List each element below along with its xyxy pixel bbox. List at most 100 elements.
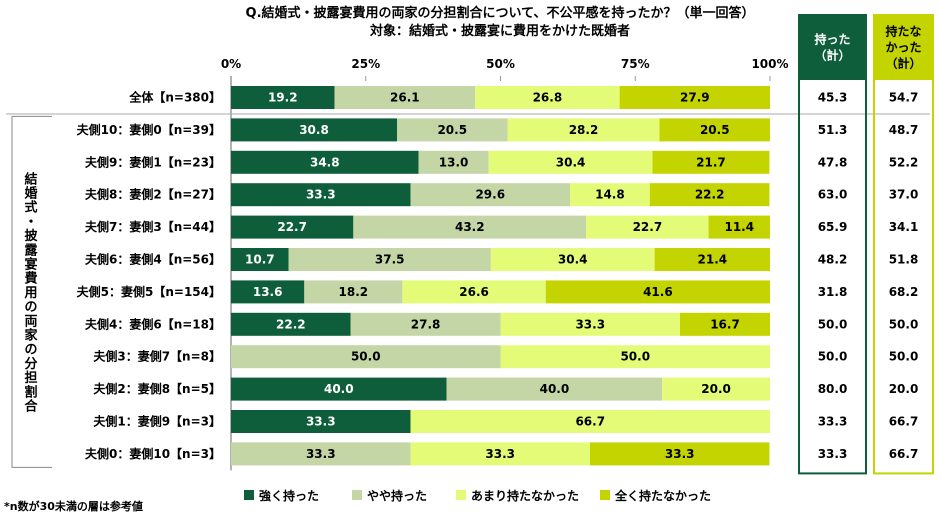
summary-value: 50.0 — [818, 317, 848, 331]
summary-value: 45.3 — [818, 91, 848, 105]
summary-value: 20.0 — [889, 382, 919, 396]
bar-segment — [350, 312, 501, 336]
side-label-char: 披 — [24, 228, 38, 244]
bar-segment — [334, 86, 476, 109]
summary-value: 47.8 — [818, 155, 848, 169]
chart-title: Q.結婚式・披露宴費用の両家の分担割合について、不公平感を持ったか？（単一回答） — [246, 5, 755, 21]
side-label-char: の — [24, 343, 37, 358]
data-label: 33.3 — [665, 447, 695, 461]
summary-value: 31.8 — [818, 285, 848, 299]
bar-segment — [288, 248, 491, 271]
x-tick-label: 0% — [221, 57, 241, 71]
bar-segment — [231, 280, 305, 304]
summary-value: 34.1 — [889, 220, 919, 234]
bar-segment — [446, 377, 663, 401]
summary-value: 37.0 — [889, 188, 919, 202]
bar-segment — [500, 345, 770, 369]
chart-subtitle: 対象：結婚式・披露宴に費用をかけた既婚者 — [369, 23, 630, 39]
bar-segment — [410, 183, 571, 207]
data-label: 26.6 — [459, 285, 489, 299]
bar-segment — [231, 215, 354, 239]
summary-header-text: （計） — [814, 48, 850, 63]
side-label-char: 露 — [24, 243, 38, 258]
category-label: 夫側4：妻側6【n=18】 — [84, 316, 221, 331]
x-tick-label: 100% — [751, 57, 788, 71]
data-label: 28.2 — [569, 123, 599, 137]
summary-value: 50.0 — [818, 350, 848, 364]
bar-segment — [507, 118, 660, 142]
bar-segment — [231, 150, 419, 174]
data-label: 22.7 — [277, 220, 307, 234]
bar-segment — [619, 86, 770, 109]
data-label: 11.4 — [724, 220, 754, 234]
summary-value: 54.7 — [889, 91, 919, 105]
data-label: 16.7 — [710, 317, 740, 331]
bar-segment — [410, 442, 590, 466]
data-label: 13.0 — [439, 155, 469, 169]
legend-label: あまり持たなかった — [471, 488, 579, 503]
data-label: 14.8 — [595, 188, 625, 202]
side-label-char: 担 — [24, 370, 37, 386]
side-label-char: 割 — [24, 384, 37, 400]
category-label: 夫側10：妻側0【n=39】 — [76, 122, 221, 137]
summary-header-text: 持たな — [885, 24, 921, 39]
legend-swatch — [352, 490, 362, 500]
bar-segment — [231, 410, 411, 433]
bar-segment — [231, 312, 351, 336]
summary-header-text: 持った — [814, 32, 850, 47]
summary-header-bg — [874, 15, 933, 80]
x-tick-label: 25% — [351, 57, 380, 71]
summary-value: 65.9 — [818, 220, 848, 234]
summary-header-text: かった — [885, 41, 921, 55]
summary-value: 51.8 — [889, 253, 919, 267]
bar-segment — [397, 118, 508, 142]
data-label: 20.5 — [437, 123, 467, 137]
bar-segment — [418, 150, 489, 174]
bar-segment — [402, 280, 546, 304]
bar-segment — [231, 183, 411, 207]
x-tick-label: 50% — [486, 57, 515, 71]
bar-segment — [410, 410, 770, 433]
legend-label: やや持った — [367, 488, 427, 503]
footnote: *n数が30未満の層は参考値 — [4, 499, 143, 513]
data-label: 22.7 — [633, 220, 663, 234]
summary-value: 33.3 — [818, 447, 848, 461]
side-label-char: 宴 — [24, 257, 37, 273]
bar-segment — [652, 150, 770, 174]
legend-label: 全く持たなかった — [614, 488, 711, 503]
data-label: 13.6 — [253, 285, 283, 299]
category-label: 夫側0：妻側10【n=3】 — [84, 446, 221, 461]
data-label: 26.8 — [533, 91, 563, 105]
side-bracket — [11, 115, 52, 468]
bar-segment — [659, 118, 770, 142]
category-label: 夫側1：妻側9【n=3】 — [92, 414, 221, 429]
data-label: 22.2 — [695, 188, 725, 202]
summary-column-border — [798, 14, 867, 475]
data-label: 21.7 — [696, 155, 726, 169]
bar-segment — [353, 215, 587, 239]
side-label-char: 結 — [24, 171, 37, 187]
data-label: 18.2 — [339, 285, 369, 299]
category-label: 夫側7：妻側3【n=44】 — [84, 219, 221, 234]
side-label-char: ・ — [24, 215, 37, 230]
summary-value: 68.2 — [889, 285, 919, 299]
data-label: 40.0 — [540, 382, 570, 396]
summary-value: 80.0 — [818, 382, 848, 396]
data-label: 20.5 — [700, 123, 730, 137]
bar-segment — [545, 280, 770, 304]
summary-value: 66.7 — [889, 447, 919, 461]
data-label: 33.3 — [306, 415, 336, 429]
data-label: 22.2 — [276, 317, 306, 331]
bar-segment — [500, 312, 680, 336]
data-label: 40.0 — [324, 382, 354, 396]
category-label: 夫側3：妻側7【n=8】 — [92, 349, 221, 364]
bar-segment — [231, 345, 501, 369]
side-label-char: 両 — [24, 314, 37, 329]
data-label: 10.7 — [245, 253, 275, 267]
summary-header-text: （計） — [885, 56, 921, 71]
summary-value: 51.3 — [818, 123, 848, 137]
data-label: 33.3 — [575, 317, 605, 331]
data-label: 27.8 — [411, 317, 441, 331]
data-label: 19.2 — [268, 91, 298, 105]
summary-value: 33.3 — [818, 415, 848, 429]
